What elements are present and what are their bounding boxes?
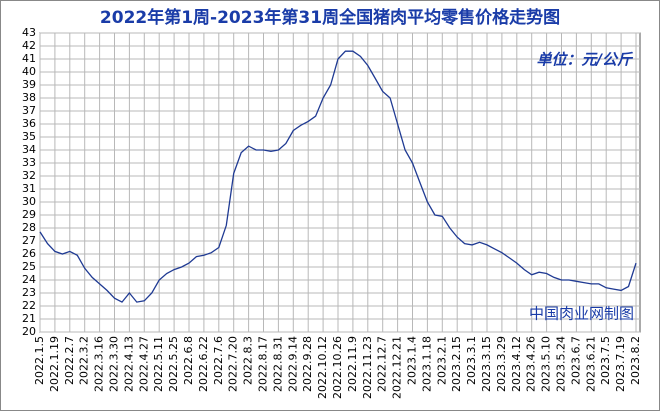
y-tick-label: 21 — [22, 312, 36, 325]
y-tick-label: 34 — [22, 143, 36, 156]
x-tick-label: 2022.10.12 — [316, 336, 329, 399]
y-tick-label: 41 — [22, 52, 36, 65]
x-tick-label: 2022.12.21 — [391, 336, 404, 399]
y-tick-label: 35 — [22, 130, 36, 143]
x-tick-label: 2023.7.5 — [599, 336, 612, 385]
y-tick-label: 42 — [22, 39, 36, 52]
x-tick-label: 2022.2.7 — [63, 336, 76, 385]
x-tick-label: 2022.12.7 — [376, 336, 389, 392]
x-tick-label: 2022.6.22 — [197, 336, 210, 392]
x-tick-label: 2023.1.18 — [420, 336, 433, 392]
x-tick-label: 2023.7.19 — [614, 336, 627, 392]
x-tick-label: 2022.5.25 — [167, 336, 180, 392]
x-tick-label: 2023.3.1 — [465, 336, 478, 385]
price-line — [39, 50, 637, 303]
x-tick-label: 2022.9.14 — [286, 336, 299, 392]
y-tick-label: 23 — [22, 286, 36, 299]
x-tick-label: 2023.2.1 — [435, 336, 448, 385]
y-tick-label: 30 — [22, 195, 36, 208]
y-tick-label: 38 — [22, 91, 36, 104]
x-tick-label: 2022.6.8 — [182, 336, 195, 385]
x-tick-label: 2022.1.19 — [48, 336, 61, 392]
y-tick-label: 36 — [22, 117, 36, 130]
x-tick-label: 2022.8.31 — [271, 336, 284, 392]
x-tick-label: 2023.5.24 — [555, 336, 568, 392]
x-tick-label: 2022.5.11 — [152, 336, 165, 392]
x-tick-label: 2022.11.23 — [361, 336, 374, 399]
y-tick-label: 37 — [22, 104, 36, 117]
x-tick-label: 2022.3.16 — [93, 336, 106, 392]
x-tick-label: 2022.1.5 — [33, 336, 46, 385]
x-tick-label: 2023.1.4 — [406, 336, 419, 385]
x-tick-label: 2022.4.13 — [122, 336, 135, 392]
y-tick-label: 31 — [22, 182, 36, 195]
y-tick-label: 25 — [22, 260, 36, 273]
x-tick-label: 2022.11.9 — [346, 336, 359, 392]
x-tick-label: 2023.3.15 — [480, 336, 493, 392]
x-tick-label: 2023.5.10 — [540, 336, 553, 392]
y-tick-label: 32 — [22, 169, 36, 182]
x-tick-label: 2022.8.17 — [257, 336, 270, 392]
y-tick-label: 28 — [22, 221, 36, 234]
unit-note: 单位：元/公斤 — [537, 51, 634, 69]
x-tick-label: 2023.8.2 — [629, 336, 642, 385]
x-tick-label: 2022.3.30 — [108, 336, 121, 392]
x-tick-label: 2023.6.21 — [584, 336, 597, 392]
y-tick-label: 39 — [22, 78, 36, 91]
x-tick-label: 2022.7.20 — [227, 336, 240, 392]
x-tick-label: 2022.10.26 — [331, 336, 344, 399]
x-tick-label: 2023.6.7 — [569, 336, 582, 385]
y-tick-label: 40 — [22, 65, 36, 78]
y-tick-label: 43 — [22, 26, 36, 39]
y-tick-label: 26 — [22, 247, 36, 260]
x-tick-label: 2022.8.3 — [242, 336, 255, 385]
chart-title: 2022年第1周-2023年第31周全国猪肉平均零售价格走势图 — [100, 7, 560, 28]
plot-area — [39, 32, 641, 333]
y-tick-label: 29 — [22, 208, 36, 221]
source-note: 中国肉业网制图 — [529, 305, 634, 323]
x-tick-label: 2022.4.27 — [137, 336, 150, 392]
x-tick-label: 2023.4.12 — [510, 336, 523, 392]
y-tick-label: 33 — [22, 156, 36, 169]
y-tick-label: 20 — [22, 325, 36, 338]
x-tick-label: 2022.7.6 — [212, 336, 225, 385]
x-tick-label: 2023.3.29 — [495, 336, 508, 392]
x-tick-label: 2022.3.2 — [78, 336, 91, 385]
y-tick-label: 24 — [22, 273, 36, 286]
x-tick-label: 2022.9.28 — [301, 336, 314, 392]
y-tick-label: 27 — [22, 234, 36, 247]
x-tick-label: 2023.2.15 — [450, 336, 463, 392]
x-tick-label: 2023.4.26 — [525, 336, 538, 392]
y-tick-label: 22 — [22, 299, 36, 312]
